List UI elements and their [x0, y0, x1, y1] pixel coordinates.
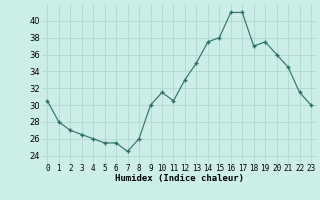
X-axis label: Humidex (Indice chaleur): Humidex (Indice chaleur) — [115, 174, 244, 183]
